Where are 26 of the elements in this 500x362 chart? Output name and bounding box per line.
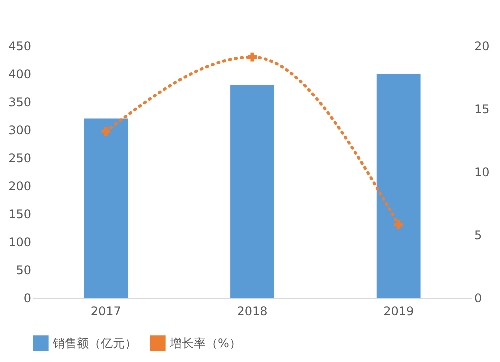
legend-label: 增长率（%） [169, 336, 242, 350]
y2-tick-label: 20 [474, 40, 490, 54]
y2-tick-label: 0 [474, 292, 482, 306]
y-tick-label: 250 [8, 152, 32, 166]
y-tick-label: 400 [8, 68, 32, 82]
point [102, 127, 111, 136]
x-tick-label: 2019 [384, 304, 414, 318]
bar [230, 85, 274, 298]
y-tick-label: 150 [8, 208, 32, 222]
y-tick-label: 50 [16, 264, 32, 278]
bar [376, 74, 421, 298]
y2-tick-label: 15 [474, 102, 490, 116]
point [394, 220, 404, 230]
y2-tick-label: 10 [474, 166, 490, 180]
y-tick-label: 100 [8, 236, 32, 250]
y2-tick-label: 5 [474, 228, 482, 242]
y-tick-label: 300 [8, 124, 32, 138]
y-tick-label: 350 [8, 96, 32, 110]
y-tick-label: 200 [8, 180, 32, 194]
x-tick-label: 2017 [90, 304, 122, 318]
bar [84, 118, 128, 298]
y-tick-label: 450 [8, 40, 32, 54]
x-tick-label: 2018 [237, 304, 268, 318]
y-tick-label: 0 [24, 292, 32, 306]
point [248, 52, 257, 62]
legend-label: 销售额（亿元） [52, 336, 137, 350]
